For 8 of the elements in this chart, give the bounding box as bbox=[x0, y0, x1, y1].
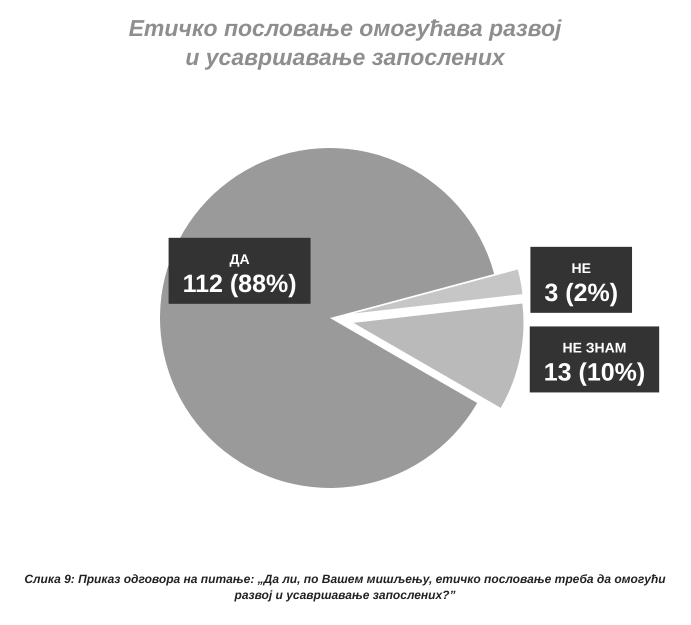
data-label: 3 (2%) bbox=[544, 278, 618, 307]
slice-label: НЕ ЗНАМ bbox=[562, 339, 626, 356]
chart-title: Етичко пословање омогућава развој и усавршавање запослених bbox=[128, 15, 562, 70]
data-label: 112 (88%) bbox=[182, 270, 297, 298]
text: Слика 9: Приказ одговора на питање: „Да ли, по Вашем мишљењу, етичко пословање треба да омогући развој и усавршавање запослених?” bbox=[24, 572, 666, 602]
slice-label: НЕ bbox=[571, 260, 591, 276]
data-label: 13 (10%) bbox=[544, 358, 646, 386]
slice-label: ДА bbox=[230, 250, 250, 267]
